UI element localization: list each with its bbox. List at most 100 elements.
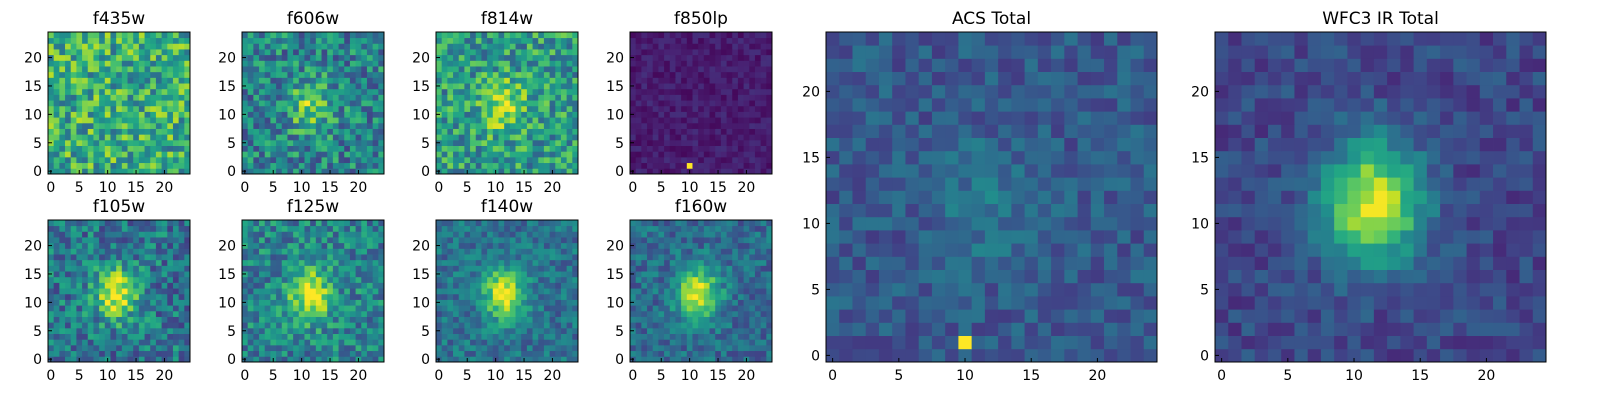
- heatmap-cell: [436, 145, 443, 152]
- heatmap-cell: [349, 71, 356, 78]
- heatmap-cell: [504, 237, 511, 244]
- heatmap-cell: [372, 77, 379, 84]
- heatmap-cell: [82, 134, 89, 141]
- heatmap-cell: [372, 83, 379, 90]
- heatmap-cell: [315, 71, 322, 78]
- heatmap-cell: [766, 111, 773, 118]
- heatmap-cell: [487, 322, 494, 329]
- heatmap-cell: [436, 66, 443, 73]
- heatmap-cell: [127, 66, 134, 73]
- heatmap-cell: [686, 88, 693, 95]
- heatmap-cell: [259, 225, 266, 232]
- heatmap-cell: [675, 344, 682, 352]
- heatmap-cell: [526, 299, 533, 306]
- heatmap-cell: [549, 54, 556, 61]
- heatmap-cell: [59, 344, 66, 352]
- heatmap-cell: [338, 83, 345, 90]
- heatmap-cell: [315, 242, 322, 249]
- heatmap-cell: [178, 117, 185, 124]
- heatmap-cell: [521, 271, 528, 278]
- heatmap-cell: [281, 122, 288, 129]
- heatmap-cell: [726, 265, 733, 272]
- heatmap-cell: [566, 111, 573, 118]
- heatmap-cell: [298, 151, 305, 158]
- heatmap-cell: [686, 105, 693, 112]
- heatmap-cell: [161, 32, 168, 39]
- heatmap-cell: [327, 43, 334, 50]
- heatmap-cell: [293, 32, 300, 39]
- heatmap-cell: [378, 71, 385, 78]
- heatmap-cell: [121, 139, 128, 146]
- heatmap-cell: [555, 333, 562, 340]
- heatmap-cell: [487, 168, 494, 175]
- heatmap-cell: [458, 237, 465, 244]
- heatmap-cell: [310, 117, 317, 124]
- heatmap-cell: [338, 350, 345, 357]
- heatmap-cell: [566, 356, 573, 363]
- heatmap-cell: [709, 43, 716, 50]
- heatmap-cell: [344, 32, 351, 39]
- heatmap-cell: [509, 327, 516, 334]
- heatmap-cell: [276, 344, 283, 352]
- heatmap-cell: [116, 333, 123, 340]
- heatmap-cell: [720, 60, 727, 67]
- heatmap-cell: [361, 162, 368, 169]
- heatmap-cell: [161, 350, 168, 357]
- heatmap-cell: [121, 122, 128, 129]
- heatmap-cell: [155, 128, 162, 135]
- heatmap-cell: [178, 254, 185, 261]
- heatmap-cell: [498, 71, 505, 78]
- heatmap-cell: [48, 293, 55, 300]
- heatmap-cell: [675, 299, 682, 306]
- heatmap-cell: [76, 43, 83, 50]
- heatmap-cell: [470, 276, 477, 283]
- heatmap-cell: [743, 88, 750, 95]
- heatmap-cell: [253, 111, 260, 118]
- heatmap-cell: [441, 333, 448, 340]
- heatmap-cell: [664, 168, 671, 175]
- heatmap-cell: [726, 83, 733, 90]
- heatmap-cell: [560, 162, 568, 169]
- heatmap-cell: [242, 122, 249, 129]
- heatmap-cell: [538, 105, 545, 112]
- heatmap-cell: [310, 282, 317, 289]
- heatmap-cell: [436, 276, 443, 283]
- heatmap-cell: [464, 276, 471, 283]
- heatmap-cell: [144, 220, 151, 227]
- heatmap-cell: [532, 276, 539, 283]
- heatmap-cell: [647, 168, 654, 175]
- heatmap-cell: [378, 43, 385, 50]
- heatmap-cell: [703, 77, 710, 84]
- heatmap-cell: [492, 77, 499, 84]
- heatmap-cell: [144, 265, 151, 272]
- heatmap-cell: [104, 293, 111, 300]
- heatmap-cell: [560, 54, 568, 61]
- heatmap-cell: [475, 37, 482, 44]
- heatmap-cell: [436, 32, 443, 39]
- heatmap-cell: [276, 139, 283, 146]
- heatmap-cell: [572, 145, 579, 152]
- heatmap-cell: [150, 139, 157, 146]
- heatmap-cell: [150, 49, 157, 56]
- heatmap-cell: [184, 162, 191, 169]
- heatmap-cell: [726, 66, 733, 73]
- heatmap-cell: [172, 248, 180, 255]
- heatmap-cell: [281, 293, 288, 300]
- heatmap-cell: [287, 310, 294, 317]
- heatmap-cell: [99, 248, 106, 255]
- heatmap-cell: [766, 339, 773, 346]
- heatmap-cell: [509, 310, 516, 317]
- heatmap-cell: [664, 100, 671, 107]
- heatmap-cell: [766, 37, 773, 44]
- heatmap-cell: [760, 128, 767, 135]
- heatmap-cell: [441, 162, 448, 169]
- heatmap-cell: [276, 71, 283, 78]
- heatmap-cell: [127, 271, 134, 278]
- heatmap-cell: [104, 299, 111, 306]
- heatmap-cell: [481, 282, 488, 289]
- heatmap-cell: [703, 32, 710, 39]
- heatmap-cell: [526, 339, 533, 346]
- heatmap-cell: [127, 134, 134, 141]
- heatmap-cell: [304, 49, 311, 56]
- heatmap-cell: [298, 145, 305, 152]
